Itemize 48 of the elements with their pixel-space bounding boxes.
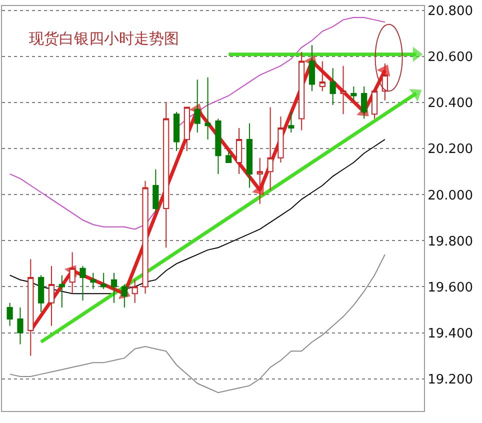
candlestick [58,274,65,308]
candlestick [361,86,368,120]
candlestick [173,111,180,152]
candlestick [308,44,316,92]
y-tick-label: 19.400 [428,326,474,342]
candlestick [288,111,294,134]
candlestick [298,52,305,131]
candlestick [382,63,388,101]
candlestick [246,122,253,188]
candlestick [38,274,44,313]
candlestick [319,60,326,92]
y-tick-label: 20.000 [428,188,474,204]
candlestick [215,118,222,174]
candlestick [204,76,211,140]
candlestick [163,102,170,248]
candlestick [194,79,200,134]
candlestick [236,127,242,174]
candlestick [330,68,336,106]
candlestick [6,302,13,326]
y-tick-label: 20.200 [428,142,474,158]
candlestick [350,86,357,101]
line-series [9,254,386,394]
candlestick [256,157,263,204]
y-tick-label: 20.800 [428,4,474,20]
candlestick [132,279,138,304]
candlestick [267,106,274,191]
y-tick-label: 20.400 [428,96,474,112]
text: 现货白银四小时走势图 [28,29,179,48]
candlestick [100,272,107,290]
candlestick [80,266,86,302]
y-tick-label: 20.600 [428,50,474,66]
candlestick [110,272,118,304]
y-tick-label: 19.600 [428,280,474,296]
candlestick [142,180,148,294]
candlestick [371,88,378,120]
candlestick [48,266,55,326]
candlestick [69,252,76,294]
y-tick-label: 19.200 [428,372,474,388]
candlestick [17,306,24,345]
candlestick [184,106,190,152]
candlestick [121,284,128,308]
candlestick [152,168,159,214]
y-tick-label: 19.800 [428,234,474,250]
candlestick [90,272,96,290]
candlestick [340,65,346,115]
candlestick [278,116,284,163]
candlestick [28,258,34,356]
candlestick [226,150,232,163]
